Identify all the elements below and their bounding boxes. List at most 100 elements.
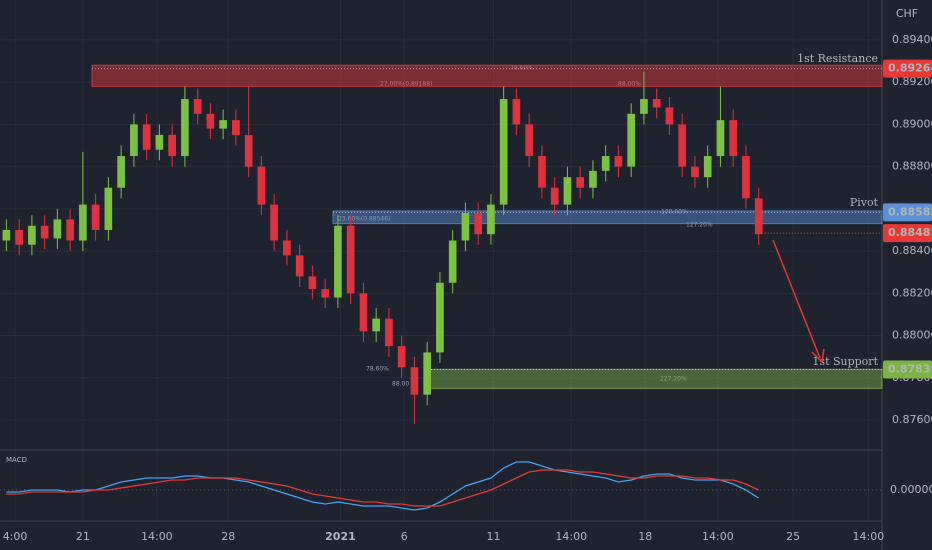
candle-body bbox=[295, 255, 304, 277]
candle-body bbox=[283, 240, 291, 256]
price-tag bbox=[883, 360, 932, 379]
candle-body bbox=[487, 204, 495, 235]
candle-body bbox=[257, 166, 266, 205]
fib-label: 127.20% bbox=[686, 222, 713, 229]
x-tick-label: 14:00 bbox=[141, 530, 173, 543]
y-tick-label: 0.89400 bbox=[892, 33, 932, 46]
fib-label: 88.00 bbox=[392, 381, 409, 388]
candle-body bbox=[691, 166, 699, 178]
level-name: 1st Support bbox=[812, 355, 878, 368]
candle-body bbox=[589, 170, 597, 188]
level-name: 1st Resistance bbox=[797, 52, 878, 65]
fib-label: 100.00% bbox=[661, 209, 688, 216]
fib-label: 78.60% bbox=[366, 366, 389, 373]
macd-title: MACD bbox=[6, 456, 27, 464]
price-tag-label: 0.88583 bbox=[888, 205, 932, 218]
candle-body bbox=[15, 229, 23, 245]
x-tick-label: 14:00 bbox=[853, 530, 885, 543]
candle-body bbox=[538, 156, 546, 188]
level-zone bbox=[91, 64, 883, 87]
candle-body bbox=[499, 99, 508, 205]
candle-body bbox=[130, 124, 138, 157]
candle-body bbox=[66, 219, 74, 241]
candle-body bbox=[627, 113, 636, 167]
price-tag-label: 0.89264 bbox=[888, 62, 932, 75]
candle-body bbox=[219, 120, 227, 129]
candle-body bbox=[512, 99, 521, 125]
candle-body bbox=[550, 187, 559, 205]
candle-body bbox=[117, 156, 125, 188]
forecast-arrowhead bbox=[811, 348, 825, 364]
candle-body bbox=[436, 282, 444, 353]
macd-line bbox=[6, 461, 760, 511]
candle-body bbox=[193, 99, 202, 114]
candle-body bbox=[652, 99, 661, 108]
x-tick-label: 2021 bbox=[325, 530, 356, 543]
candle-body bbox=[601, 156, 610, 171]
candle-body bbox=[576, 177, 585, 188]
x-tick-label: 6 bbox=[401, 530, 408, 543]
candle-body bbox=[232, 120, 240, 135]
candle-body bbox=[525, 124, 533, 157]
candle-body bbox=[104, 187, 113, 230]
candle-body bbox=[168, 134, 176, 157]
candle-body bbox=[334, 225, 342, 298]
price-tag-label: 0.88485 bbox=[888, 226, 932, 239]
candle-body bbox=[359, 293, 368, 332]
x-tick-label: 28 bbox=[221, 530, 235, 543]
fib-label: 88.00% bbox=[618, 81, 641, 88]
candle-body bbox=[410, 367, 419, 395]
x-tick-label: 14:00 bbox=[555, 530, 587, 543]
candle-body bbox=[244, 134, 253, 167]
level-zone bbox=[424, 368, 883, 389]
candle-body bbox=[2, 229, 11, 241]
candle-body bbox=[703, 156, 712, 178]
x-tick-label: 21 bbox=[76, 530, 90, 543]
fib-label: 78.60% bbox=[510, 65, 533, 72]
forecast-arrow bbox=[772, 239, 821, 359]
price-tag bbox=[883, 59, 932, 78]
candle-body bbox=[155, 134, 164, 150]
candle-body bbox=[53, 219, 62, 239]
candle-body bbox=[28, 225, 36, 245]
x-tick-label: 14:00 bbox=[702, 530, 734, 543]
candle-body bbox=[321, 289, 329, 298]
candle-body bbox=[91, 204, 100, 230]
level-name: Pivot bbox=[850, 196, 879, 209]
candle-body bbox=[614, 156, 623, 167]
x-tick-label: 4:00 bbox=[3, 530, 28, 543]
macd-line bbox=[6, 469, 759, 507]
candle-body bbox=[665, 107, 674, 125]
price-tag-label: 0.87839 bbox=[888, 363, 932, 376]
candle-body bbox=[142, 124, 151, 150]
candle-body bbox=[474, 213, 482, 235]
candle-body bbox=[729, 120, 738, 157]
candle-body bbox=[206, 113, 215, 129]
level-zone bbox=[332, 210, 883, 225]
candle-body bbox=[79, 204, 87, 241]
candle-body bbox=[385, 318, 393, 347]
candle-body bbox=[423, 352, 431, 395]
x-tick-label: 18 bbox=[638, 530, 652, 543]
candle-body bbox=[716, 120, 725, 157]
candle-body bbox=[346, 225, 355, 294]
candle-body bbox=[678, 124, 687, 167]
candle-body bbox=[181, 99, 189, 157]
candle-body bbox=[448, 240, 457, 283]
candle-body bbox=[563, 177, 572, 205]
y-tick-label: 0.00000 bbox=[890, 483, 932, 496]
fib-label: 227.20% bbox=[660, 376, 687, 383]
candle-body bbox=[40, 225, 49, 239]
candle-body bbox=[397, 346, 406, 368]
candle-body bbox=[754, 198, 763, 235]
candle-body bbox=[270, 204, 278, 241]
